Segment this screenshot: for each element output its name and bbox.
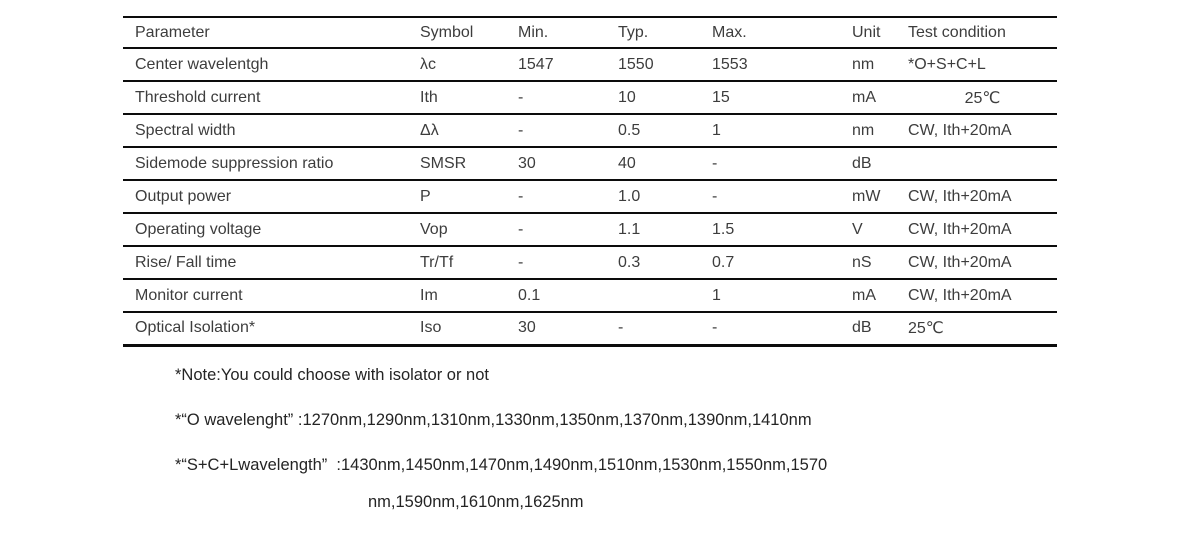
cell-test-condition: CW, Ith+20mA [908,253,1012,271]
cell-min: 30 [518,319,536,337]
cell-symbol: Tr/Tf [420,253,454,271]
cell-unit: nm [852,55,875,73]
table-header-row: Parameter Symbol Min. Typ. Max. Unit Tes… [123,17,1057,48]
cell-min: - [518,121,524,139]
cell-min: 1547 [518,55,554,73]
cell-typ: 1.0 [618,187,641,205]
column-header-parameter: Parameter [135,23,210,41]
table-row-output-power: Output power P - 1.0 - mW CW, Ith+20mA [123,180,1057,213]
cell-max: - [712,154,718,172]
cell-typ: 10 [618,88,636,106]
note-scl-wavelength-options-continued: nm,1590nm,1610nm,1625nm [368,493,584,511]
column-header-test-condition: Test condition [908,23,1006,41]
cell-parameter: Threshold current [135,88,261,106]
cell-symbol: P [420,187,431,205]
note-o-wavelength-options: *“O wavelenght” :1270nm,1290nm,1310nm,13… [175,411,812,429]
cell-unit: V [852,220,863,238]
cell-parameter: Spectral width [135,121,236,139]
table-row-optical-isolation: Optical Isolation* Iso 30 - - dB 25℃ [123,312,1057,345]
table-row-sidemode-suppression-ratio: Sidemode suppression ratio SMSR 30 40 - … [123,147,1057,180]
spec-table: Parameter Symbol Min. Typ. Max. Unit Tes… [123,16,1057,347]
cell-test-condition: 25℃ [908,320,944,338]
cell-max: - [712,187,718,205]
cell-test-condition: *O+S+C+L [908,55,986,73]
cell-min: 0.1 [518,286,541,304]
cell-max: 0.7 [712,253,735,271]
cell-typ: - [618,319,624,337]
cell-min: - [518,220,524,238]
cell-typ: 1.1 [618,220,641,238]
cell-typ: 40 [618,154,636,172]
cell-unit: dB [852,154,872,172]
cell-max: 1553 [712,55,748,73]
cell-max: 1.5 [712,220,735,238]
cell-unit: mA [852,88,876,106]
cell-test-condition: CW, Ith+20mA [908,121,1012,139]
cell-max: 1 [712,286,721,304]
cell-test-condition [908,147,1057,180]
cell-symbol: Im [420,286,438,304]
cell-parameter: Monitor current [135,286,243,304]
cell-unit: mA [852,286,876,304]
column-header-max: Max. [712,23,747,41]
cell-typ: 1550 [618,55,654,73]
column-header-unit: Unit [852,23,881,41]
cell-unit: nm [852,121,875,139]
table-row-monitor-current: Monitor current Im 0.1 1 mA CW, Ith+20mA [123,279,1057,312]
table-row-rise-fall-time: Rise/ Fall time Tr/Tf - 0.3 0.7 nS CW, I… [123,246,1057,279]
cell-min: - [518,187,524,205]
cell-parameter: Rise/ Fall time [135,253,237,271]
table-row-spectral-width: Spectral width Δλ - 0.5 1 nm CW, Ith+20m… [123,114,1057,147]
cell-max: 15 [712,88,730,106]
cell-parameter: Optical Isolation* [135,319,256,337]
cell-max: - [712,319,718,337]
cell-test-condition: CW, Ith+20mA [908,187,1012,205]
cell-max: 1 [712,121,721,139]
cell-typ: 0.3 [618,253,641,271]
column-header-symbol: Symbol [420,23,474,41]
cell-unit: mW [852,187,881,205]
cell-symbol: Ith [420,88,438,106]
cell-min: - [518,253,524,271]
table-row-center-wavelength: Center wavelentgh λc 1547 1550 1553 nm *… [123,48,1057,81]
note-isolator-option: *Note:You could choose with isolator or … [175,366,489,384]
cell-symbol: Iso [420,319,442,337]
cell-test-condition: CW, Ith+20mA [908,286,1012,304]
cell-typ [618,279,712,312]
cell-symbol: λc [420,55,436,73]
cell-unit: dB [852,319,872,337]
cell-symbol: Δλ [420,121,439,139]
column-header-min: Min. [518,23,549,41]
cell-min: - [518,88,524,106]
table-row-threshold-current: Threshold current Ith - 10 15 mA 25℃ [123,81,1057,114]
note-scl-wavelength-options: *“S+C+Lwavelength” :1430nm,1450nm,1470nm… [175,456,828,474]
cell-unit: nS [852,253,872,271]
column-header-typ: Typ. [618,23,649,41]
cell-typ: 0.5 [618,121,641,139]
cell-parameter: Output power [135,187,232,205]
cell-parameter: Sidemode suppression ratio [135,154,334,172]
cell-parameter: Operating voltage [135,220,262,238]
cell-parameter: Center wavelentgh [135,55,269,73]
cell-min: 30 [518,154,536,172]
cell-symbol: SMSR [420,154,467,172]
table-row-operating-voltage: Operating voltage Vop - 1.1 1.5 V CW, It… [123,213,1057,246]
cell-symbol: Vop [420,220,448,238]
cell-test-condition: CW, Ith+20mA [908,220,1012,238]
cell-test-condition: 25℃ [964,89,1001,107]
